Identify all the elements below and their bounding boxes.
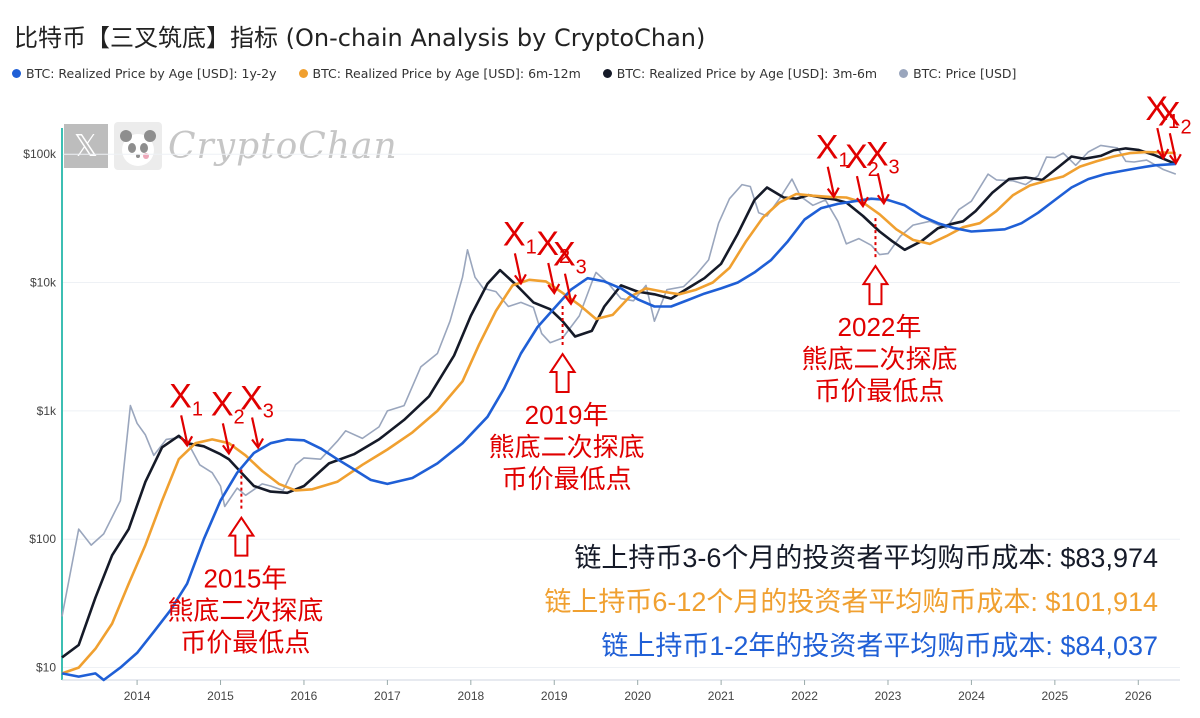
bottom-annotation-line2: 币价最低点 <box>502 464 632 494</box>
legend-dot-1y-2y <box>12 69 21 78</box>
legend-item-price[interactable]: BTC: Price [USD] <box>899 66 1016 81</box>
legend-item-3m-6m[interactable]: BTC: Realized Price by Age [USD]: 3m-6m <box>602 66 878 81</box>
summary-line: 链上持币6-12个月的投资者平均购币成本: $101,914 <box>544 587 1158 617</box>
x-marker-arrowhead <box>221 443 235 456</box>
series-line-btc-realized-price-by-age-usd-1y-2y <box>61 162 1176 682</box>
x-tick-label: 2017 <box>374 689 401 703</box>
x-logo-icon: 𝕏 <box>64 124 108 168</box>
bottom-annotation-year-label: 2015年 <box>203 564 287 594</box>
y-axis-ticks: $10 $100 $1k $10k $100k <box>23 147 57 674</box>
series-line-btc-realized-price-by-age-usd-3m-6m <box>61 147 1177 659</box>
summary-text-block: 链上持币3-6个月的投资者平均购币成本: $83,974 链上持币6-12个月的投… <box>544 543 1158 661</box>
x-tick-label: 2022 <box>791 689 818 703</box>
legend-label-price: BTC: Price [USD] <box>913 66 1017 81</box>
bottom-annotation-line1: 熊底二次探底 <box>489 432 645 462</box>
x-marker-arrowhead <box>547 283 561 295</box>
x-tick-label: 2015 <box>207 689 234 703</box>
bottom-annotation-line2: 币价最低点 <box>180 628 310 658</box>
legend-label-6m-12m: BTC: Realized Price by Age [USD]: 6m-12m <box>312 66 581 81</box>
watermark: 𝕏 CryptoChan <box>64 122 398 170</box>
y-tick-label: $100k <box>23 147 57 161</box>
x-marker-arrowhead <box>826 187 840 199</box>
x-marker-arrow <box>826 166 835 195</box>
panda-avatar-icon <box>114 122 162 170</box>
x-tick-label: 2026 <box>1125 689 1152 703</box>
x-marker-arrow <box>180 415 189 444</box>
bottom-annotation-line1: 熊底二次探底 <box>801 344 957 374</box>
x-tick-label: 2024 <box>958 689 985 703</box>
bottom-annotation-year-label: 2019年 <box>525 400 609 430</box>
x-tick-label: 2023 <box>875 689 902 703</box>
x-marker-arrow <box>547 262 556 292</box>
chart-grid <box>62 153 1180 669</box>
legend-dot-price <box>899 69 909 78</box>
legend-item-1y-2y[interactable]: BTC: Realized Price by Age [USD]: 1y-2y <box>12 66 277 81</box>
x-axis-ticks: 2014 2015 2016 2017 2018 2019 2020 2021 2022 2023… <box>124 680 1152 703</box>
x-tick-label: 2020 <box>624 689 651 703</box>
x-marker-arrowhead <box>1168 153 1182 166</box>
page-title: 比特币【三叉筑底】指标 (On-chain Analysis by Crypto… <box>14 24 706 52</box>
x-marker-arrowhead <box>251 437 265 450</box>
x-marker-arrow <box>1168 133 1177 162</box>
series-line-btc-realized-price-by-age-usd-6m-12m <box>61 150 1176 675</box>
x-marker-arrowhead <box>564 294 577 306</box>
legend-dot-3m-6m <box>602 69 612 78</box>
y-tick-label: $100 <box>29 532 56 546</box>
x-marker-label: X2 <box>211 385 245 428</box>
legend-item-6m-12m[interactable]: BTC: Realized Price by Age [USD]: 6m-12m <box>298 66 581 81</box>
x-marker-arrowhead <box>514 273 527 286</box>
x-marker-label: X1 <box>816 129 850 172</box>
bottom-annotation-line2: 币价最低点 <box>814 376 944 406</box>
x-marker-label: X3 <box>553 236 587 279</box>
x-tick-label: 2025 <box>1041 689 1068 703</box>
y-tick-label: $10 <box>36 661 56 675</box>
legend-dot-6m-12m <box>298 69 308 78</box>
bottom-up-arrow-icon <box>548 352 577 394</box>
x-tick-label: 2014 <box>124 689 151 703</box>
x-marker-label: X1 <box>169 377 203 420</box>
x-marker-arrowhead <box>180 435 194 448</box>
bottom-annotation-year-label: 2022年 <box>838 312 922 342</box>
legend-label-1y-2y: BTC: Realized Price by Age [USD]: 1y-2y <box>26 66 277 81</box>
chart-legend: BTC: Realized Price by Age [USD]: 1y-2y … <box>12 66 1016 81</box>
x-tick-label: 2018 <box>457 689 484 703</box>
chart-series <box>61 144 1177 682</box>
series-line-btc-price-usd- <box>61 144 1177 617</box>
x-tick-label: 2016 <box>291 689 318 703</box>
x-tick-label: 2021 <box>708 689 735 703</box>
x-marker-arrow <box>855 175 865 205</box>
x-tick-label: 2019 <box>541 689 568 703</box>
x-marker-arrow <box>513 253 522 282</box>
x-marker-arrow <box>876 173 885 202</box>
legend-label-3m-6m: BTC: Realized Price by Age [USD]: 3m-6m <box>616 66 878 81</box>
summary-line: 链上持币3-6个月的投资者平均购币成本: $83,974 <box>574 543 1158 573</box>
x-marker-arrowhead <box>856 196 869 209</box>
y-tick-label: $10k <box>30 276 57 290</box>
x-marker-arrow <box>563 273 573 302</box>
bottom-annotation-line1: 熊底二次探底 <box>167 596 323 626</box>
bottom-up-arrow-icon <box>861 264 890 306</box>
x-marker-label: X2 <box>845 138 879 181</box>
summary-line: 链上持币1-2年的投资者平均购币成本: $84,037 <box>601 631 1158 661</box>
x-marker-arrowhead <box>1156 148 1170 161</box>
x-marker-arrowhead <box>876 193 890 206</box>
x-marker-arrow <box>221 423 230 452</box>
x-marker-label: X1 <box>1145 90 1179 133</box>
x-marker-label: X2 <box>1158 95 1192 138</box>
x-marker-arrow <box>250 417 260 446</box>
x-marker-label: X3 <box>866 135 900 178</box>
bottom-up-arrow-icon <box>227 515 256 557</box>
x-marker-label: X1 <box>503 215 537 258</box>
watermark-text: CryptoChan <box>168 125 398 167</box>
x-marker-arrow <box>1156 127 1165 157</box>
y-tick-label: $1k <box>37 404 57 418</box>
x-marker-label: X3 <box>240 380 274 423</box>
x-marker-label: X2 <box>536 225 570 268</box>
